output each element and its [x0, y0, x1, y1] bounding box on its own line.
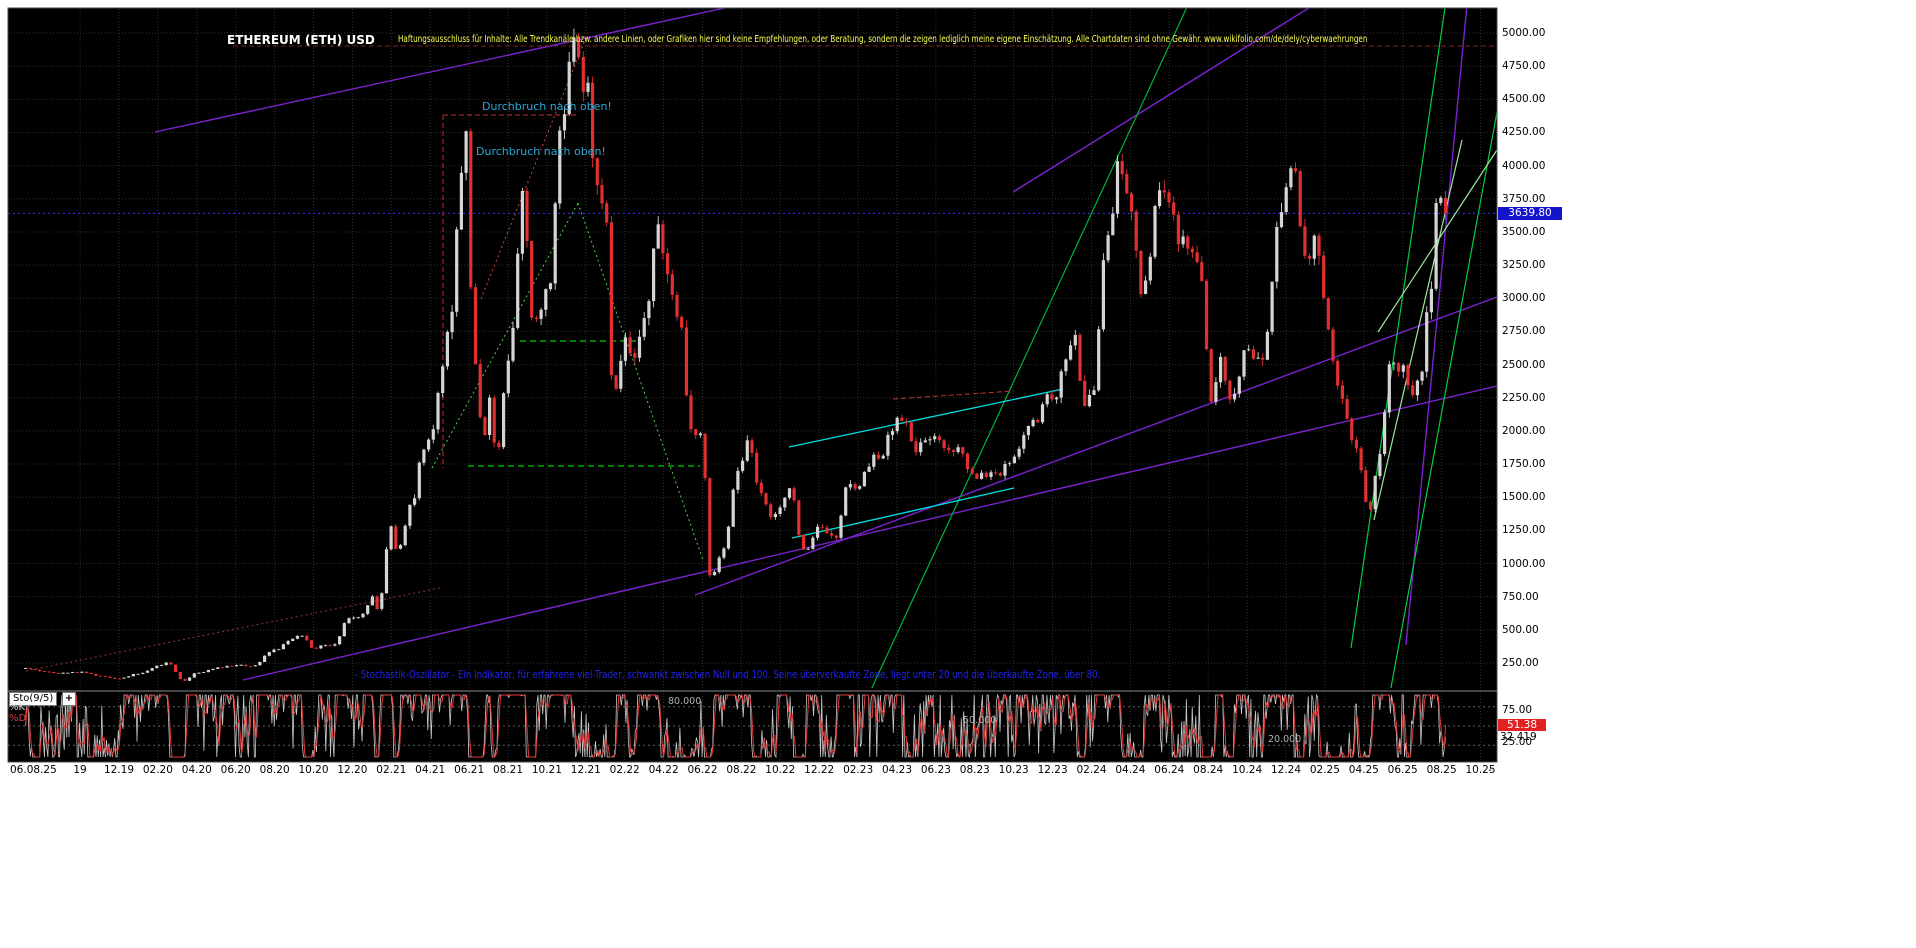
violet-steep-2025 [1405, 8, 1468, 646]
oscillator-k-label: %K [9, 702, 26, 713]
red-dotted-diagonal-2021 [480, 39, 586, 300]
violet-support-mid [694, 296, 1497, 596]
stochastic-d-line [25, 694, 1446, 758]
chart-frame [7, 7, 1498, 763]
oscillator-layer [8, 694, 1497, 758]
add-indicator-button[interactable]: + [62, 692, 76, 706]
green-steep-2025-b [1390, 111, 1497, 688]
violet-channel-2024 [1012, 8, 1311, 193]
stochastic-k-line [25, 694, 1446, 758]
current-price-badge: 3639.80 [1498, 206, 1562, 220]
cyan-channel-lower [791, 487, 1015, 539]
disclaimer-text: Haftungsausschluss für Inhalte: Alle Tre… [398, 34, 1368, 45]
grid-layer [8, 9, 1497, 761]
green-dotted-rise-2021 [431, 202, 579, 469]
chart-title: ETHEREUM (ETH) USD [227, 33, 375, 47]
green-uptrend-2023-2024 [871, 8, 1188, 688]
candles-layer [24, 28, 1448, 681]
oscillator-k-value: 32.419 [1500, 731, 1537, 744]
oscillator-settings-button[interactable]: Sto(9/5) [9, 692, 58, 706]
lightgreen-steep-2025 [1373, 139, 1463, 521]
trendlines-layer [8, 8, 1497, 688]
annotation-breakout-2: Durchbruch nach oben! [476, 145, 606, 158]
chart-canvas [8, 8, 1497, 762]
green-dotted-decline-2022 [577, 202, 704, 561]
green-steep-2025-a [1350, 8, 1446, 649]
oscillator-d-label: %D [9, 713, 27, 724]
red-dashed-mid-2023 [892, 390, 1015, 400]
oscillator-d-value-badge: 51.38 [1498, 719, 1546, 732]
violet-support-long [242, 385, 1497, 681]
annotation-breakout-1: Durchbruch nach oben! [482, 100, 612, 113]
oscillator-description: - Stochastik-Oszillator - Ein Indikator,… [355, 669, 1101, 681]
violet-channel-upper-2021 [154, 8, 728, 133]
cyan-channel-upper [788, 388, 1064, 448]
plus-icon: + [64, 693, 74, 704]
